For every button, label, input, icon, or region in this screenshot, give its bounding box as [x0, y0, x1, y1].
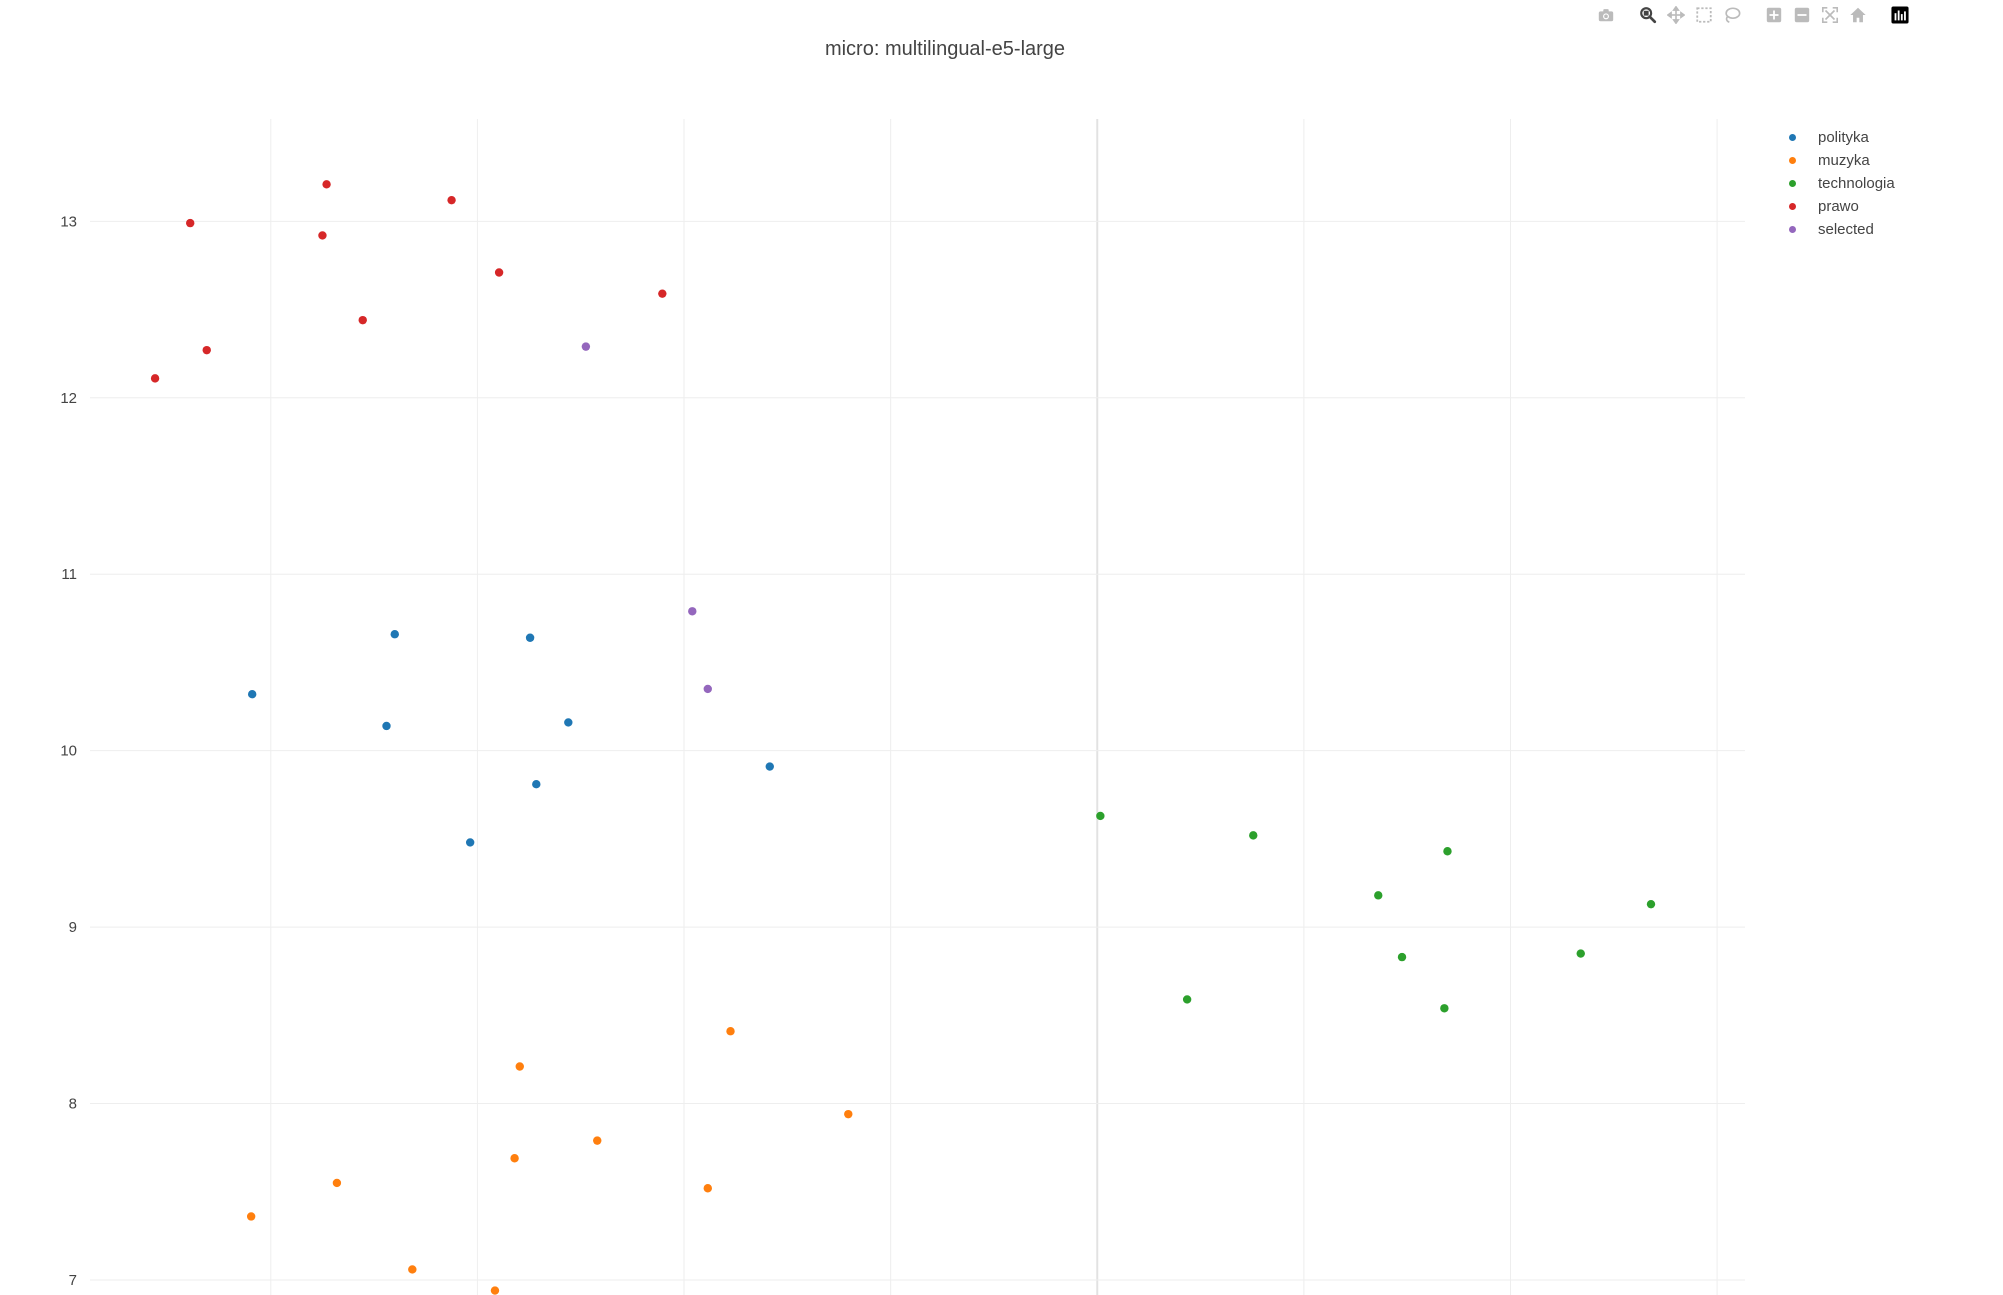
- y-tick-label: 12: [60, 390, 77, 407]
- data-point-muzyka[interactable]: [490, 1286, 500, 1295]
- data-point-prawo[interactable]: [318, 231, 327, 240]
- legend-item-selected[interactable]: selected: [1780, 218, 1895, 241]
- data-point-polityka[interactable]: [564, 718, 573, 727]
- data-point-polityka[interactable]: [532, 779, 541, 789]
- legend-item-prawo[interactable]: prawo: [1780, 195, 1895, 218]
- legend-label: muzyka: [1818, 152, 1870, 169]
- modebar: [1592, 2, 1928, 28]
- y-tick-label: 9: [69, 919, 77, 936]
- data-point-prawo[interactable]: [202, 345, 211, 355]
- legend-swatch: [1789, 226, 1796, 233]
- data-point-selected[interactable]: [688, 607, 697, 616]
- legend: polityka muzyka technologia prawo selected: [1780, 126, 1895, 241]
- data-point-technologia[interactable]: [1249, 831, 1258, 840]
- data-point-prawo[interactable]: [447, 195, 456, 205]
- autoscale-icon[interactable]: [1819, 4, 1841, 26]
- data-point-muzyka[interactable]: [408, 1265, 417, 1274]
- legend-swatch: [1789, 134, 1796, 141]
- data-points[interactable]: [150, 180, 1656, 1295]
- grid-layer: [90, 119, 1745, 1295]
- legend-item-technologia[interactable]: technologia: [1780, 172, 1895, 195]
- legend-item-polityka[interactable]: polityka: [1780, 126, 1895, 149]
- legend-label: polityka: [1818, 129, 1869, 146]
- legend-swatch: [1789, 180, 1796, 187]
- data-point-prawo[interactable]: [150, 374, 160, 383]
- legend-swatch: [1789, 203, 1796, 210]
- lasso-select-icon[interactable]: [1721, 4, 1743, 26]
- data-point-technologia[interactable]: [1576, 949, 1585, 958]
- plotly-logo-icon[interactable]: [1889, 4, 1911, 26]
- series-prawo[interactable]: [150, 180, 667, 383]
- data-point-muzyka[interactable]: [593, 1136, 602, 1145]
- data-point-prawo[interactable]: [186, 218, 195, 228]
- data-point-technologia[interactable]: [1443, 847, 1452, 856]
- data-point-polityka[interactable]: [765, 762, 774, 771]
- data-point-selected[interactable]: [703, 684, 712, 694]
- zoom-out-icon[interactable]: [1791, 4, 1813, 26]
- data-point-muzyka[interactable]: [703, 1184, 712, 1193]
- legend-label: selected: [1818, 221, 1874, 238]
- legend-item-muzyka[interactable]: muzyka: [1780, 149, 1895, 172]
- data-point-technologia[interactable]: [1096, 811, 1105, 821]
- reset-axes-icon[interactable]: [1847, 4, 1869, 26]
- zoom-in-icon[interactable]: [1763, 4, 1785, 26]
- data-point-muzyka[interactable]: [726, 1027, 735, 1036]
- data-point-polityka[interactable]: [390, 630, 399, 639]
- legend-swatch: [1789, 157, 1796, 164]
- data-point-muzyka[interactable]: [515, 1062, 524, 1071]
- series-muzyka[interactable]: [246, 1027, 853, 1295]
- y-tick-label: 7: [69, 1272, 77, 1289]
- data-point-muzyka[interactable]: [246, 1212, 256, 1221]
- y-tick-label: 8: [69, 1096, 77, 1113]
- series-technologia[interactable]: [1096, 811, 1656, 1013]
- y-tick-label: 11: [61, 566, 77, 583]
- data-point-technologia[interactable]: [1646, 899, 1656, 909]
- data-point-prawo[interactable]: [322, 180, 331, 189]
- data-point-polityka[interactable]: [247, 690, 257, 699]
- data-point-technologia[interactable]: [1440, 1004, 1449, 1013]
- data-point-technologia[interactable]: [1182, 995, 1192, 1004]
- legend-label: technologia: [1818, 175, 1895, 192]
- pan-icon[interactable]: [1665, 4, 1687, 26]
- data-point-prawo[interactable]: [494, 268, 504, 277]
- y-tick-label: 13: [60, 213, 77, 230]
- zoom-icon[interactable]: [1637, 4, 1659, 26]
- series-polityka[interactable]: [247, 630, 774, 847]
- data-point-polityka[interactable]: [382, 721, 391, 731]
- data-point-prawo[interactable]: [658, 289, 667, 298]
- legend-label: prawo: [1818, 198, 1859, 215]
- chart-title: micro: multilingual-e5-large: [824, 38, 1066, 60]
- data-point-muzyka[interactable]: [510, 1154, 519, 1163]
- box-select-icon[interactable]: [1693, 4, 1715, 26]
- y-tick-labels: 7 8 9 10 11 12 13: [60, 213, 77, 1289]
- data-point-technologia[interactable]: [1397, 952, 1407, 962]
- data-point-selected[interactable]: [581, 342, 591, 351]
- data-point-polityka[interactable]: [525, 633, 535, 642]
- data-point-polityka[interactable]: [465, 838, 475, 847]
- data-point-prawo[interactable]: [358, 315, 367, 325]
- data-point-muzyka[interactable]: [844, 1109, 853, 1119]
- data-point-technologia[interactable]: [1374, 891, 1383, 900]
- y-tick-label: 10: [60, 743, 77, 760]
- series-selected[interactable]: [581, 342, 712, 694]
- data-point-muzyka[interactable]: [332, 1178, 342, 1188]
- camera-icon[interactable]: [1595, 4, 1617, 26]
